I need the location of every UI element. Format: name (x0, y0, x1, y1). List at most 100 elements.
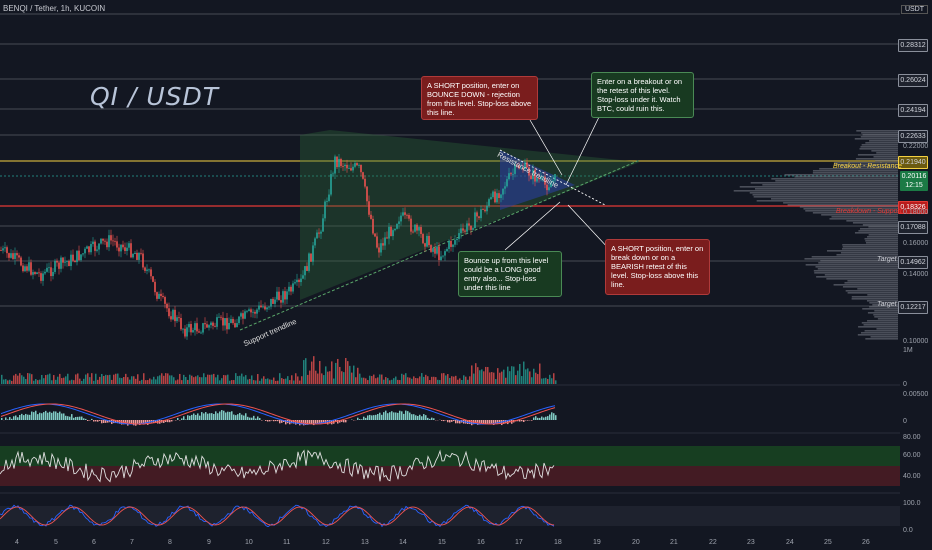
candle-body (458, 233, 460, 239)
volume-bar (343, 372, 345, 384)
rsi-upper-band (0, 446, 900, 466)
candle-body (132, 253, 134, 258)
candle-body (242, 313, 244, 319)
volume-bar (265, 378, 267, 384)
currency-button[interactable]: USDT (900, 5, 928, 14)
volume-bar (435, 377, 437, 384)
candle-body (152, 276, 154, 282)
candle-body (346, 164, 348, 169)
volume-bar (313, 356, 315, 384)
macd-bar (137, 420, 139, 424)
macd-bar (313, 420, 315, 426)
volume-bar (237, 376, 239, 384)
macd-bar (81, 416, 83, 420)
macd-bar (235, 415, 237, 420)
volume-bar (527, 368, 529, 384)
macd-bar (319, 420, 321, 425)
candle-body (418, 227, 420, 231)
volume-bar (227, 374, 229, 384)
volume-bar (141, 379, 143, 384)
macd-bar (413, 414, 415, 420)
support-trendline[interactable] (239, 159, 641, 331)
current-price-box: 0.20116 12:15 (900, 171, 928, 191)
candle-body (268, 306, 270, 308)
candle-body (512, 173, 514, 175)
volume-bar (329, 371, 331, 384)
candle-body (218, 316, 220, 318)
time-label: 10 (245, 539, 253, 546)
volume-bar (333, 378, 335, 384)
candle-body (100, 238, 102, 244)
macd-bar (555, 415, 557, 420)
time-label: 18 (554, 539, 562, 546)
volume-profile-bar (863, 324, 898, 326)
volume-bar (367, 380, 369, 384)
volume-bar (427, 376, 429, 384)
candle-body (110, 235, 112, 241)
macd-bar (509, 420, 511, 422)
volume-bar (495, 379, 497, 384)
candle-body (164, 297, 166, 304)
symbol-header[interactable]: BENQI / Tether, 1h, KUCOIN (3, 4, 106, 13)
volume-bar (341, 371, 343, 384)
volume-bar (121, 378, 123, 384)
macd-bar (307, 420, 309, 425)
macd-bar (405, 410, 407, 420)
candle-body (134, 252, 136, 254)
macd-bar (381, 414, 383, 420)
candle-body (156, 292, 158, 299)
volume-bar (19, 373, 21, 384)
macd-bar (11, 418, 13, 420)
pane-separators (0, 384, 900, 494)
volume-profile-bar (876, 152, 898, 154)
volume-bar (431, 376, 433, 384)
candle-body (374, 233, 376, 237)
volume-bar (411, 378, 413, 384)
candle-body (342, 166, 344, 167)
macd-bar (443, 420, 445, 422)
volume-bar (213, 373, 215, 384)
volume-bar (371, 376, 373, 384)
axis-label-8: 0 (903, 418, 907, 425)
candle-body (230, 318, 232, 323)
candle-body (124, 247, 126, 252)
volume-bar (511, 366, 513, 384)
volume-profile-bar (856, 130, 898, 132)
candle-body (376, 236, 378, 248)
candle-body (510, 173, 512, 175)
candle-body (34, 272, 36, 275)
candle-body (142, 253, 144, 268)
volume-bar (421, 373, 423, 384)
candle-body (296, 279, 298, 283)
candle-body (368, 201, 370, 215)
volume-bar (507, 366, 509, 384)
volume-bar (49, 373, 51, 384)
volume-bar (515, 375, 517, 384)
volume-profile-bar (805, 210, 898, 212)
volume-bar (357, 367, 359, 384)
volume-profile-bar (749, 192, 898, 194)
candle-body (318, 232, 320, 234)
macd-bar (239, 412, 241, 420)
candle-body (64, 261, 66, 263)
candle-body (76, 250, 78, 263)
volume-profile-bar (816, 276, 898, 278)
macd-bar (59, 411, 61, 420)
volume-bar (547, 378, 549, 384)
macd-bar (281, 420, 283, 423)
macd-bar (201, 412, 203, 420)
volume-bar (243, 376, 245, 384)
macd-bar (489, 420, 491, 425)
stoch-band (0, 506, 900, 526)
volume-profile-bar (865, 142, 898, 144)
macd-bar (129, 420, 131, 424)
macd-bar (447, 420, 449, 423)
macd-bar (441, 420, 443, 421)
candle-body (120, 244, 122, 252)
macd-bar (29, 414, 31, 420)
note-short-breakdown: A SHORT position, enter on break down or… (605, 239, 710, 295)
candle-body (128, 243, 130, 248)
volume-bar (349, 365, 351, 384)
macd-bar (37, 414, 39, 420)
